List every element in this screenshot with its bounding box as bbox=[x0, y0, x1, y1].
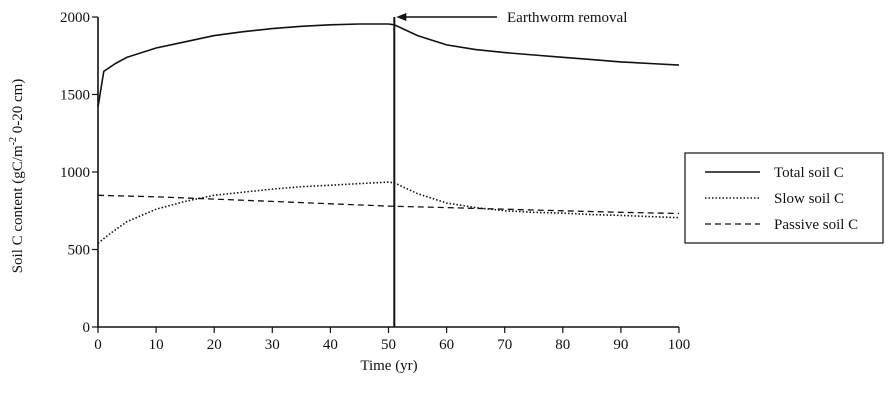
y-axis-label-post: 0-20 cm) bbox=[10, 79, 26, 137]
x-tick-label: 20 bbox=[207, 337, 222, 353]
y-tick-label: 2000 bbox=[60, 10, 90, 26]
y-axis-label-pre: Soil C content (gC/m bbox=[10, 145, 26, 273]
series-line-passive-soil-c bbox=[97, 194, 680, 215]
legend-label: Slow soil C bbox=[774, 191, 844, 207]
legend-label: Total soil C bbox=[774, 165, 844, 181]
annotation-layer: Earthworm removal bbox=[393, 10, 627, 327]
legend-box bbox=[684, 152, 884, 244]
y-tick-label: 500 bbox=[68, 243, 91, 259]
annotation-label: Earthworm removal bbox=[507, 10, 627, 26]
series-line-slow-soil-c bbox=[97, 181, 680, 244]
x-tick-label: 30 bbox=[265, 337, 280, 353]
x-axis-label: Time (yr) bbox=[360, 358, 417, 374]
annotation-arrowhead bbox=[396, 13, 407, 21]
x-tick-label: 100 bbox=[668, 337, 691, 353]
x-tick-label: 40 bbox=[323, 337, 338, 353]
x-tick-label: 90 bbox=[613, 337, 628, 353]
y-axis-label: Soil C content (gC/m-2 0-20 cm) bbox=[8, 79, 26, 274]
y-tick-label: 1500 bbox=[60, 88, 90, 104]
x-tick-label: 80 bbox=[555, 337, 570, 353]
y-tick-label: 1000 bbox=[60, 165, 90, 181]
x-tick-label: 70 bbox=[497, 337, 512, 353]
y-axis-label-sup: -2 bbox=[8, 137, 19, 145]
legend: Total soil C Slow soil C Passive soil C bbox=[684, 152, 884, 244]
series-line-total-soil-c bbox=[97, 23, 680, 108]
legend-label: Passive soil C bbox=[774, 217, 858, 233]
series-layer bbox=[97, 23, 680, 244]
x-tick-label: 60 bbox=[439, 337, 454, 353]
x-tick-label: 0 bbox=[94, 337, 102, 353]
x-tick-label: 10 bbox=[149, 337, 164, 353]
y-tick-label: 0 bbox=[83, 320, 91, 336]
x-tick-label: 50 bbox=[381, 337, 396, 353]
